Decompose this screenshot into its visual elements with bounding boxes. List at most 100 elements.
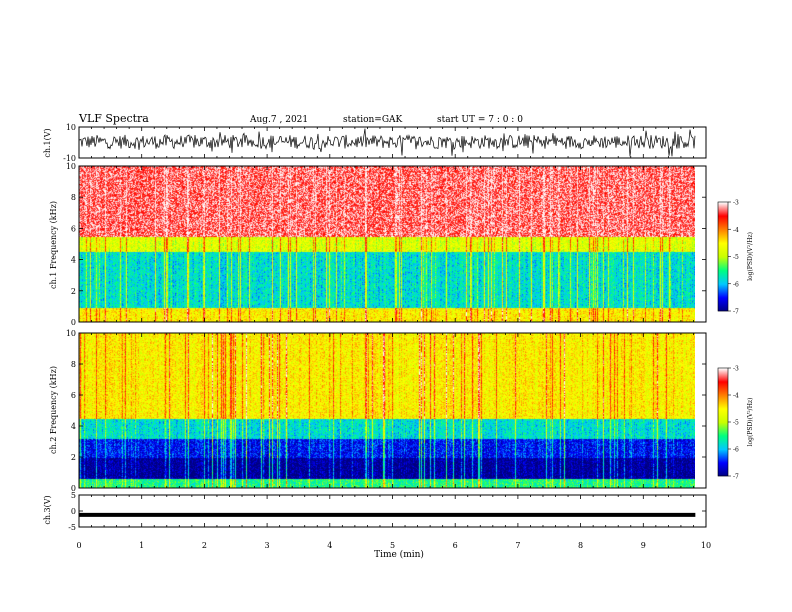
x-tick-label: 5 [390, 541, 395, 550]
colorbar-cell [718, 394, 728, 396]
colorbar-cell [718, 404, 728, 406]
colorbar-cell [718, 280, 728, 282]
x-tick-label: 8 [578, 541, 583, 550]
colorbar-cell [718, 264, 728, 266]
colorbar-cell [718, 452, 728, 454]
colorbar-cell [718, 415, 728, 417]
colorbar-cell [718, 450, 728, 452]
colorbar-cell [718, 396, 728, 398]
colorbar-cell [718, 236, 728, 238]
colorbar-cell [718, 445, 728, 447]
colorbar-cell [718, 383, 728, 385]
colorbar-cell [718, 214, 728, 216]
colorbar-cell [718, 256, 728, 258]
colorbar-cell [718, 397, 728, 399]
colorbar-cell [718, 443, 728, 445]
colorbar-cell [718, 451, 728, 453]
colorbar-cell [718, 295, 728, 297]
colorbar-cell [718, 435, 728, 437]
colorbar-cell [718, 243, 728, 245]
colorbar-cell [718, 308, 728, 310]
colorbar-cell [718, 447, 728, 449]
colorbar-cell [718, 380, 728, 382]
colorbar-cell [718, 251, 728, 253]
colorbar-cell [718, 377, 728, 379]
colorbars: -3 -4 -5 -6 -7 log(PSD)(V²/Hz) -3 -4 -5 -6 -7 log(P… [717, 200, 754, 481]
colorbar-cell [718, 368, 728, 370]
colorbar-cell [718, 472, 728, 474]
colorbar-cell [718, 270, 728, 272]
y-tick-label: 0 [71, 507, 76, 516]
colorbar-cell [718, 375, 728, 377]
y-tick-label: 4 [71, 422, 76, 431]
colorbar-cell [718, 466, 728, 468]
colorbar-tick-label: -4 [733, 393, 739, 400]
colorbar-cell [718, 224, 728, 226]
colorbar-cell [718, 241, 728, 243]
colorbar-cell [718, 247, 728, 249]
ch3-waveform-panel: 5 0 -5 [68, 491, 707, 532]
colorbar-cell [718, 219, 728, 221]
colorbar-cell [718, 424, 728, 426]
y-tick-label: 5 [71, 491, 76, 500]
colorbar-tick-label: -3 [733, 200, 739, 207]
colorbar-cell [718, 432, 728, 434]
colorbar-cell [718, 467, 728, 469]
colorbar-tick-label: -6 [733, 447, 739, 454]
colorbar-cell [718, 306, 728, 308]
date-label: Aug.7 , 2021 [249, 115, 308, 125]
colorbar-cell [718, 239, 728, 241]
colorbar-cell [718, 276, 728, 278]
colorbar-cell [718, 271, 728, 273]
colorbar-cell [718, 393, 728, 395]
colorbar-cell [718, 372, 728, 374]
colorbar-cell [718, 390, 728, 392]
ch3-waveform-ylabel: ch.3(V) [43, 495, 52, 524]
colorbar-cell [718, 304, 728, 306]
colorbar-cell [718, 230, 728, 232]
ch1-spectrogram-ylabel: ch.1 Frequency (kHz) [49, 201, 58, 289]
colorbar-cell [718, 274, 728, 276]
colorbar-cell [718, 388, 728, 390]
colorbar-cell [718, 430, 728, 432]
colorbar-cell [718, 426, 728, 428]
ch2-spectrogram-ylabel: ch.2 Frequency (kHz) [49, 366, 58, 454]
colorbar-cell [718, 242, 728, 244]
colorbar-cell [718, 250, 728, 252]
colorbar-cell [718, 458, 728, 460]
colorbar-cell [718, 204, 728, 206]
colorbar-cell [718, 310, 728, 312]
y-tick-label: 8 [71, 360, 76, 369]
colorbar-cell [718, 253, 728, 255]
y-tick-label: 10 [66, 123, 76, 132]
colorbar-cell [718, 386, 728, 388]
colorbar-cell [718, 205, 728, 207]
colorbar-cell [718, 421, 728, 423]
colorbar-cell [718, 302, 728, 304]
x-tick-label: 6 [453, 541, 458, 550]
colorbar-cell [718, 222, 728, 224]
colorbar-cell [718, 457, 728, 459]
y-tick-label: 6 [71, 391, 76, 400]
x-tick-label: 3 [265, 541, 270, 550]
colorbar-cell [718, 281, 728, 283]
colorbar-cell [718, 419, 728, 421]
colorbar-cell [718, 471, 728, 473]
colorbar-cell [718, 416, 728, 418]
colorbar-cell [718, 440, 728, 442]
ch1-spectrogram-panel: 0 2 4 6 8 10 [66, 162, 707, 327]
colorbar-cell [718, 272, 728, 274]
colorbar-cell [718, 277, 728, 279]
colorbar-cell [718, 213, 728, 215]
colorbar-cell [718, 398, 728, 400]
colorbar-cell [718, 400, 728, 402]
colorbar-cell [718, 371, 728, 373]
colorbar-cell [718, 267, 728, 269]
colorbar-cell [718, 257, 728, 259]
colorbar-cell [718, 265, 728, 267]
colorbar-cell [718, 387, 728, 389]
colorbar-cell [718, 211, 728, 213]
colorbar-cell [718, 420, 728, 422]
ch2-spectrogram-panel: 0 2 4 6 8 10 [66, 329, 707, 493]
colorbar-cell [718, 290, 728, 292]
